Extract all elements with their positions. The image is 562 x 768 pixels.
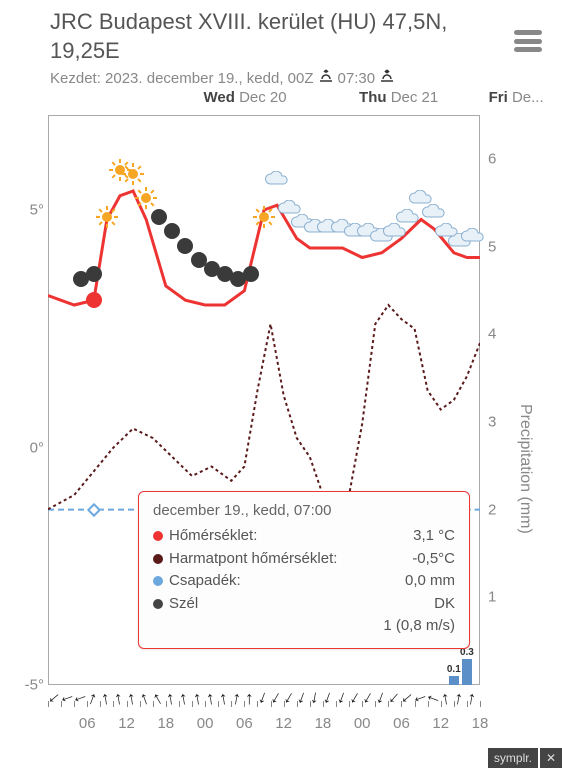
current-temp-marker <box>86 292 102 308</box>
sunrise-time: 07:30 <box>338 70 376 87</box>
day-label: Wed Dec 20 <box>204 89 287 106</box>
day-labels: Wed Dec 20 Thu Dec 21 Fri De... <box>0 89 562 109</box>
tooltip: december 19., kedd, 07:00 Hőmérséklet: 3,… <box>138 491 470 649</box>
footer: symplr. ✕ <box>488 748 562 768</box>
legend-dot <box>153 576 163 586</box>
sun-icon <box>95 205 119 229</box>
cloud-icon <box>264 171 290 187</box>
cloud-icon <box>382 223 408 239</box>
y-right-tick: 6 <box>488 150 496 167</box>
x-tick-label: 00 <box>197 715 214 732</box>
menu-button[interactable] <box>514 30 542 52</box>
tooltip-row: 1 (0,8 m/s) <box>153 615 455 638</box>
sun-icon <box>252 205 276 229</box>
close-button[interactable]: ✕ <box>540 748 562 768</box>
x-tick-label: 18 <box>315 715 332 732</box>
sunrise-icon <box>318 69 334 87</box>
cloud-icon <box>460 228 486 244</box>
day-label: Fri De... <box>489 89 544 106</box>
tooltip-value: 3,1 °C <box>413 525 455 548</box>
tooltip-value: -0,5°C <box>412 548 455 571</box>
moon-icon <box>84 264 104 284</box>
x-tick-label: 18 <box>157 715 174 732</box>
tooltip-row: Szél DK <box>153 593 455 616</box>
chart-title: JRC Budapest XVIII. kerület (HU) 47,5N, … <box>50 8 512 65</box>
tooltip-row: Hőmérséklet: 3,1 °C <box>153 525 455 548</box>
cloud-icon <box>421 204 447 220</box>
tooltip-wind-extra: 1 (0,8 m/s) <box>383 615 455 638</box>
tooltip-label: Csapadék: <box>169 570 241 593</box>
tooltip-label: Szél <box>169 593 198 616</box>
chart-subtitle: Kezdet: 2023. december 19., kedd, 00Z 07… <box>50 69 512 87</box>
moon-icon <box>241 264 261 284</box>
x-tick-label: 12 <box>275 715 292 732</box>
tooltip-title: december 19., kedd, 07:00 <box>153 502 455 519</box>
tooltip-value: DK <box>434 593 455 616</box>
legend-dot <box>153 554 163 564</box>
y-left-tick: 0° <box>30 439 44 456</box>
x-tick-label: 18 <box>472 715 489 732</box>
legend-dot <box>153 531 163 541</box>
legend-dot <box>153 599 163 609</box>
x-tick-label: 06 <box>79 715 96 732</box>
x-tick-label: 12 <box>118 715 135 732</box>
precip-bar-label: 0.1 <box>447 664 461 675</box>
y-right-tick: 2 <box>488 501 496 518</box>
x-ticks <box>48 701 480 709</box>
subtitle-date: Kezdet: 2023. december 19., kedd, 00Z <box>50 70 314 87</box>
y-left-tick: -5° <box>25 677 44 694</box>
sun-icon <box>121 162 145 186</box>
y-right-tick: 1 <box>488 589 496 606</box>
tooltip-row: Csapadék: 0,0 mm <box>153 570 455 593</box>
tooltip-label: Hőmérséklet: <box>169 525 257 548</box>
brand-badge[interactable]: symplr. <box>488 748 538 768</box>
x-tick-label: 06 <box>236 715 253 732</box>
cloud-icon <box>395 209 421 225</box>
tooltip-label: Harmatpont hőmérséklet: <box>169 548 337 571</box>
y-right-tick: 4 <box>488 326 496 343</box>
x-tick-label: 12 <box>432 715 449 732</box>
tooltip-row: Harmatpont hőmérséklet: -0,5°C <box>153 548 455 571</box>
x-tick-label: 00 <box>354 715 371 732</box>
y-right-title: Precipitation (mm) <box>516 404 534 534</box>
y-right-tick: 5 <box>488 238 496 255</box>
tooltip-value: 0,0 mm <box>405 570 455 593</box>
precip-bar <box>449 676 459 685</box>
x-tick-label: 06 <box>393 715 410 732</box>
y-right-tick: 3 <box>488 413 496 430</box>
precip-bar <box>462 659 472 685</box>
y-left-tick: 5° <box>30 202 44 219</box>
sunset-icon <box>379 69 395 87</box>
day-label: Thu Dec 21 <box>359 89 438 106</box>
